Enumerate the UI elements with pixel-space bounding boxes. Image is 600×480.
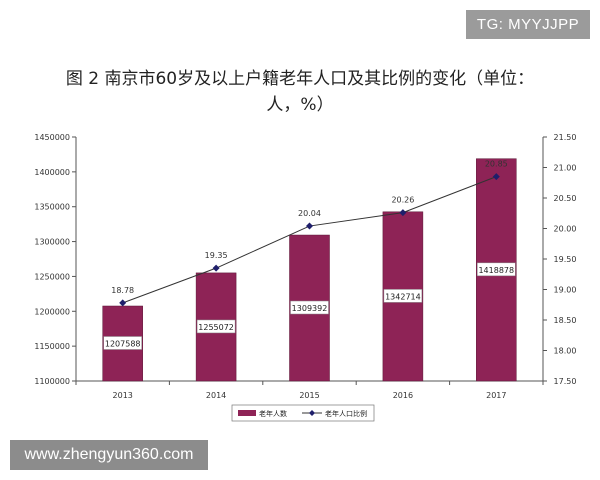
bar-label-box [196, 319, 236, 334]
y-left-tick-label: 1300000 [34, 238, 70, 247]
x-tick-label: 2014 [206, 391, 226, 400]
bar-value-label: 1309392 [292, 304, 328, 313]
y-right-tick-label: 20.00 [554, 225, 577, 234]
chart-title: 图 2 南京市60岁及以上户籍老年人口及其比例的变化（单位：人，%） [65, 69, 535, 115]
y-right-tick-label: 21.00 [554, 164, 577, 173]
y-left-tick-label: 1350000 [34, 203, 70, 212]
bar-value-label: 1255072 [198, 323, 234, 332]
y-left-tick-label: 1400000 [34, 168, 70, 177]
x-tick-label: 2016 [393, 391, 413, 400]
y-left-tick-label: 1200000 [34, 307, 70, 316]
y-right-tick-label: 18.00 [554, 347, 577, 356]
bar-label-box [383, 289, 423, 303]
y-left-tick-label: 1250000 [34, 272, 70, 281]
ratio-value-label: 20.04 [298, 209, 321, 218]
legend-bar-label: 老年人数 [259, 409, 287, 418]
bar-value-label: 1207588 [105, 339, 141, 348]
x-tick-label: 2017 [486, 391, 506, 400]
legend-bar-swatch [238, 410, 256, 416]
ratio-point [119, 299, 127, 307]
y-right-tick-label: 19.00 [554, 286, 577, 295]
ratio-value-label: 20.85 [485, 160, 508, 169]
y-left-tick-label: 1450000 [34, 133, 70, 142]
ratio-point [399, 209, 407, 217]
legend-line-marker [309, 410, 315, 416]
y-left-tick-label: 1150000 [34, 342, 70, 351]
bar-value-label: 1342714 [385, 292, 421, 301]
bar-label-box [103, 336, 142, 350]
ratio-point [306, 222, 313, 230]
y-left-tick-label: 1100000 [34, 377, 70, 386]
y-right-tick-label: 20.50 [554, 194, 577, 203]
watermark-tg: TG: MYYJJPP [466, 10, 590, 39]
y-right-tick-label: 17.50 [554, 377, 577, 386]
ratio-point [212, 264, 220, 272]
watermark-site: www.zhengyun360.com [10, 440, 208, 470]
ratio-value-label: 19.35 [205, 251, 228, 260]
x-tick-label: 2015 [299, 391, 319, 400]
y-right-tick-label: 19.50 [554, 255, 577, 264]
bar-label-box [290, 300, 329, 315]
y-right-tick-label: 21.50 [554, 133, 577, 142]
ratio-value-label: 20.26 [391, 196, 414, 205]
ratio-point [492, 173, 500, 181]
x-tick-label: 2013 [113, 391, 133, 400]
y-right-tick-label: 18.50 [554, 316, 577, 325]
bar-value-label: 1418878 [478, 266, 514, 275]
legend-line-label: 老年人口比例 [325, 409, 367, 418]
bar-label-box [477, 262, 516, 277]
ratio-value-label: 18.78 [111, 286, 134, 295]
